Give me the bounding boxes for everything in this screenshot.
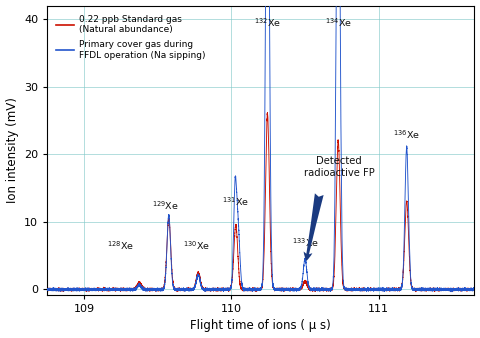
X-axis label: Flight time of ions ( μ s): Flight time of ions ( μ s)	[191, 319, 331, 333]
Y-axis label: Ion intensity (mV): Ion intensity (mV)	[6, 97, 19, 203]
Text: $^{128}$Xe: $^{128}$Xe	[108, 240, 134, 252]
Text: $^{133}$Xe: $^{133}$Xe	[291, 236, 319, 249]
Text: $^{136}$Xe: $^{136}$Xe	[393, 128, 420, 141]
Text: $^{130}$Xe: $^{130}$Xe	[182, 240, 209, 252]
Text: $^{134}$Xe: $^{134}$Xe	[325, 17, 352, 29]
Text: $^{132}$Xe: $^{132}$Xe	[254, 17, 281, 29]
Legend: 0.22 ppb Standard gas
(Natural abundance), Primary cover gas during
FFDL operati: 0.22 ppb Standard gas (Natural abundance…	[52, 10, 210, 64]
Text: Detected
radioactive FP: Detected radioactive FP	[303, 155, 374, 178]
Text: $^{131}$Xe: $^{131}$Xe	[222, 196, 249, 208]
Text: $^{129}$Xe: $^{129}$Xe	[153, 199, 179, 212]
